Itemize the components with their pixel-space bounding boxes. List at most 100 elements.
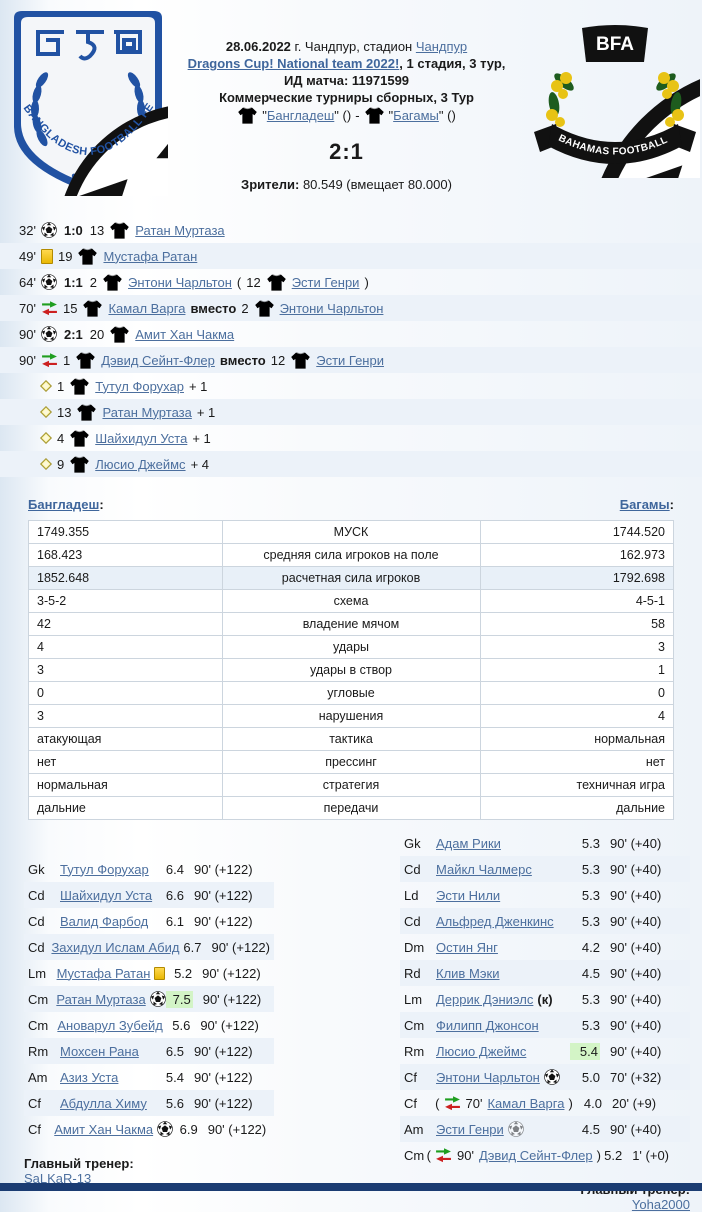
player-link[interactable]: Остин Янг [436,939,498,955]
player-in-link[interactable]: Дэвид Сейнт-Флер [101,352,215,368]
yellow-card-icon [154,966,166,980]
player-row: Rd Клив Мэки 4.5 90' (+40) [400,960,690,986]
player-row: Am Эсти Генри 4.5 90' (+40) [400,1116,690,1142]
player-link[interactable]: Эсти Нили [436,887,501,903]
player-row: Cd Майкл Чалмерс 5.3 90' (+40) [400,856,690,882]
player-link[interactable]: Шайхидул Уста [60,887,153,903]
event-minute: 70' [19,300,36,316]
player-number: 13 [57,404,72,420]
home-shirt-icon [69,377,90,396]
match-score: 2:1 [329,139,364,164]
player-link[interactable]: Ратан Муртаза [135,222,225,238]
away-coach-link[interactable]: Yoha2000 [631,1197,690,1212]
event-minute: 49' [19,248,36,264]
player-link[interactable]: Ратан Муртаза [56,991,146,1007]
substitute-player-row: Cm (90' Дэвид Сейнт-Флер) 5.2 1' (+0) [404,1147,670,1163]
player-link[interactable]: Шайхидул Уста [95,430,188,446]
substitution-icon [444,1096,461,1111]
player-out-link[interactable]: Эсти Генри [316,352,384,368]
match-events: 32' 1:0 13 Ратан Муртаза 49' 19 Мустафа … [0,217,702,477]
stats-row: нет прессинг нет [28,750,674,774]
player-link[interactable]: Люсио Джеймс [95,456,186,472]
player-link[interactable]: Эсти Генри [436,1121,504,1137]
home-shirt-icon [76,403,97,422]
player-link[interactable]: Майкл Чалмерс [436,861,532,877]
player-link[interactable]: Тутул Форухар [60,861,149,877]
player-in-link[interactable]: Камал Варга [108,300,186,316]
player-row: Cd Альфред Дженкинс 5.3 90' (+40) [400,908,690,934]
player-link[interactable]: Ановарул Зубейд [57,1017,163,1033]
player-row: Lm Мустафа Ратан 5.2 90' (+122) [28,965,261,981]
match-date: 28.06.2022 [225,39,291,54]
goal-icon [41,274,57,290]
experience-bonus: + 1 [196,404,216,420]
player-link[interactable]: Адам Рики [436,835,501,851]
player-link[interactable]: Люсио Джеймс [436,1043,527,1059]
assist-player-link[interactable]: Эсти Генри [291,274,360,290]
player-link[interactable]: Камал Варга [487,1095,565,1111]
player-row: Cf Энтони Чарльтон 5.0 70' (+32) [400,1064,690,1090]
player-number: 19 [58,248,73,264]
player-row: Rm Люсио Джеймс 5.4 90' (+40) [404,1042,662,1060]
match-id-line: ИД матча: 11971599 [283,73,410,88]
player-number: 20 [89,326,105,342]
player-link[interactable]: Захидул Ислам Абид [51,939,180,955]
substitution-label: вместо [219,352,266,368]
player-link[interactable]: Энтони Чарльтон [128,274,232,290]
away-shirt-icon [290,351,311,370]
home-team-stats-link[interactable]: Бангладеш [28,497,100,512]
event-score: 2:1 [64,326,83,342]
player-link[interactable]: Азиз Уста [60,1069,119,1085]
home-coach-link[interactable]: SaLKaR-13 [24,1171,92,1186]
substitution-icon [41,353,58,368]
home-lineup: Gk Тутул Форухар 6.4 90' (+122) Cd Шайхи… [24,856,274,1212]
player-link[interactable]: Мохсен Рана [60,1043,139,1059]
away-shirt-icon [266,273,287,292]
player-row: Lm Деррик Дэниэлс (к) 5.3 90' (+40) [404,991,662,1007]
player-link[interactable]: Валид Фарбод [60,913,149,929]
player-row: Dm Остин Янг 4.2 90' (+40) [404,939,662,955]
bfa-banner-icon [582,25,648,62]
player-row: Cf Амит Хан Чакма 6.9 90' (+122) [28,1121,267,1137]
stats-header: Бангладеш: Багамы: [28,497,674,512]
player-number: 15 [63,300,78,316]
away-team-stats-link[interactable]: Багамы [619,497,670,512]
best-rating: 7.5 [165,990,193,1008]
player-link[interactable]: Альфред Дженкинс [436,913,554,929]
player-out-link[interactable]: Энтони Чарльтон [279,300,384,316]
tournament-link[interactable]: Dragons Cup! National team 2022! [187,56,400,71]
player-link[interactable]: Мустафа Ратан [103,248,198,264]
player-link[interactable]: Деррик Дэниэлс [436,991,534,1007]
player-link[interactable]: Мустафа Ратан [56,965,151,981]
player-link[interactable]: Энтони Чарльтон [436,1069,540,1085]
home-team-logo: BANGLADESH FOOTBALL FEDERATION [0,0,163,201]
stats-row: 42 владение мячом 58 [28,612,674,636]
player-row: Am Азиз Уста 5.4 90' (+122) [28,1069,253,1085]
experience-icon [40,380,52,392]
player-link[interactable]: Дэвид Сейнт-Флер [478,1147,593,1163]
player-row: Cf Абдулла Химу 5.6 90' (+122) [24,1090,274,1116]
home-team-link[interactable]: Бангладеш [266,108,335,123]
bottom-bar [0,1183,702,1191]
player-link[interactable]: Филипп Джонсон [436,1017,539,1033]
event-goal-row: 64' 1:1 2 Энтони Чарльтон (12 Эсти Генри… [0,269,702,295]
match-header: BANGLADESH FOOTBALL FEDERATION 28.06.202… [0,0,702,201]
goal-icon [41,326,57,342]
player-link[interactable]: Абдулла Химу [60,1095,147,1111]
team-stats-section: Бангладеш: Багамы: 1749.355 МУСК 1744.520 … [0,491,702,820]
player-link[interactable]: Клив Мэки [436,965,500,981]
player-row: Cm Филипп Джонсон 5.3 90' (+40) [400,1012,690,1038]
away-team-link[interactable]: Багамы [393,108,439,123]
player-link[interactable]: Амит Хан Чакма [54,1121,154,1137]
player-link[interactable]: Амит Хан Чакма [135,326,235,342]
commercial-line: Коммерческие турниры сборных, 3 Тур [219,90,474,105]
event-goal-row: 90' 2:1 20 Амит Хан Чакма [0,321,702,347]
bfa-ribbon-icon [548,124,682,164]
player-link[interactable]: Ратан Муртаза [102,404,192,420]
home-shirt-icon [237,106,258,125]
stadium-link[interactable]: Чандпур [415,39,468,54]
sub-minute: 70' [465,1095,483,1111]
player-link[interactable]: Тутул Форухар [95,378,184,394]
player-number: 9 [57,456,65,472]
player-row: Gk Тутул Форухар 6.4 90' (+122) [28,861,253,877]
